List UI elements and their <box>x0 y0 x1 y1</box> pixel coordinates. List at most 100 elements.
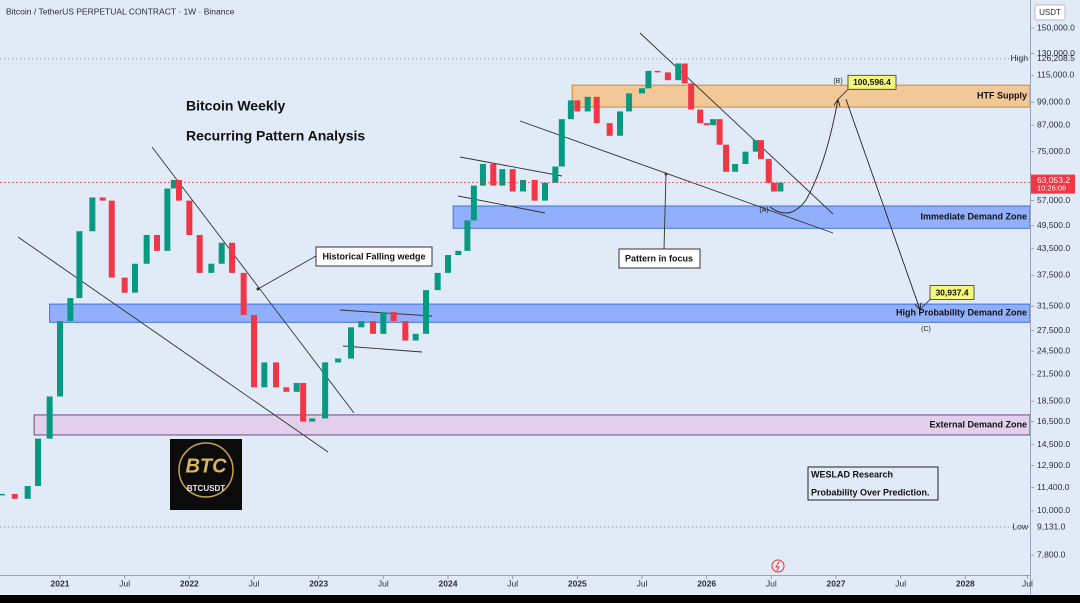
candle <box>99 197 106 201</box>
y-tick-label: 43,500.0 <box>1037 243 1070 253</box>
y-tick-label: 49,500.0 <box>1037 220 1070 230</box>
candle <box>208 263 215 273</box>
candle <box>542 182 549 201</box>
candle <box>617 111 624 136</box>
candle <box>567 100 574 120</box>
candle <box>509 169 516 192</box>
symbol-header: Bitcoin / TetherUS PERPETUAL CONTRACT · … <box>6 6 235 16</box>
logo-ring <box>178 442 234 498</box>
logo-subtitle: BTCUSDT <box>187 484 225 493</box>
candle <box>716 119 723 145</box>
candle <box>552 166 559 183</box>
candle <box>89 197 96 232</box>
wave-label: (C) <box>921 326 931 333</box>
y-tick-label: 21,500.0 <box>1037 369 1070 379</box>
candle <box>143 234 150 264</box>
marker-value: 9,131.0 <box>1037 521 1066 531</box>
candle <box>606 123 613 136</box>
candle <box>664 72 671 81</box>
candle <box>283 387 290 392</box>
marker-box <box>1031 51 1080 66</box>
candle <box>251 315 258 388</box>
candle <box>261 362 268 388</box>
zone-label: High Probability Demand Zone <box>896 308 1027 318</box>
trendline <box>459 156 563 177</box>
y-tick-label: 37,500.0 <box>1037 269 1070 279</box>
x-tick-label: 2025 <box>568 578 587 588</box>
candle <box>765 158 772 183</box>
candle <box>196 234 203 273</box>
candle <box>108 200 115 278</box>
x-tick-label: Jul <box>766 578 777 588</box>
candle <box>558 119 565 167</box>
y-tick-label: 11,400.0 <box>1037 482 1070 492</box>
candle <box>574 100 581 112</box>
x-tick-label: Jul <box>507 578 518 588</box>
candle <box>688 83 695 110</box>
candle <box>390 312 397 322</box>
candle <box>423 290 430 334</box>
y-tick-label: 75,000.0 <box>1037 146 1070 156</box>
x-tick-label: 2027 <box>827 578 846 588</box>
zone-label: Immediate Demand Zone <box>920 212 1027 222</box>
trendline <box>639 32 834 215</box>
candle <box>520 179 527 192</box>
logo-box <box>170 439 242 510</box>
zone <box>49 303 1031 323</box>
candle <box>402 321 409 341</box>
y-tick-label: 27,500.0 <box>1037 325 1070 335</box>
candle <box>76 231 83 299</box>
arrow-head <box>833 98 841 107</box>
note: Probability Over Prediction. <box>811 487 930 497</box>
candle <box>723 144 730 172</box>
projection <box>769 99 839 214</box>
candle <box>479 163 486 186</box>
candle <box>752 140 759 152</box>
marker-name: High <box>1011 53 1029 63</box>
annotation-box <box>315 246 433 267</box>
y-tick-label: 115,000.0 <box>1037 70 1074 80</box>
candle <box>154 234 161 251</box>
wave-label: (A) <box>759 207 768 214</box>
candle <box>626 93 633 112</box>
candle <box>490 163 497 186</box>
x-tick-label: 2021 <box>51 578 70 588</box>
candle <box>639 88 646 94</box>
candle <box>445 255 452 273</box>
candle <box>584 96 591 112</box>
x-tick-label: Jul <box>249 578 260 588</box>
chart-subtitle: Recurring Pattern Analysis <box>186 128 365 144</box>
logo-title: BTC <box>185 455 227 477</box>
candle <box>132 263 139 293</box>
last-price: 63,053.2 <box>1037 175 1070 185</box>
zone-label: External Demand Zone <box>929 419 1027 429</box>
projection <box>845 99 921 310</box>
note-box <box>807 466 939 501</box>
alert-icon <box>771 559 785 573</box>
candle <box>654 70 661 73</box>
candle <box>358 321 365 328</box>
candle <box>67 298 74 322</box>
y-tick-label: 14,500.0 <box>1037 439 1070 449</box>
x-tick-label: 2028 <box>956 578 975 588</box>
candle <box>499 169 506 186</box>
note: WESLAD Research <box>811 469 893 479</box>
chart-title: Bitcoin Weekly <box>186 98 286 114</box>
candle <box>455 250 462 256</box>
y-tick-label: 16,500.0 <box>1037 416 1070 426</box>
y-tick-label: 10,000.0 <box>1037 505 1070 515</box>
marker-name: Low <box>1012 521 1028 531</box>
candle <box>464 220 471 251</box>
y-tick-label: 18,500.0 <box>1037 395 1070 405</box>
candle <box>24 485 31 499</box>
currency: USDT <box>1039 8 1061 17</box>
x-tick-label: 2022 <box>180 578 199 588</box>
candle <box>300 382 307 422</box>
candle <box>218 242 225 264</box>
candle <box>293 382 300 392</box>
candles <box>0 63 784 499</box>
candle <box>369 321 376 334</box>
pointer-line <box>663 173 667 250</box>
candle <box>229 242 236 273</box>
